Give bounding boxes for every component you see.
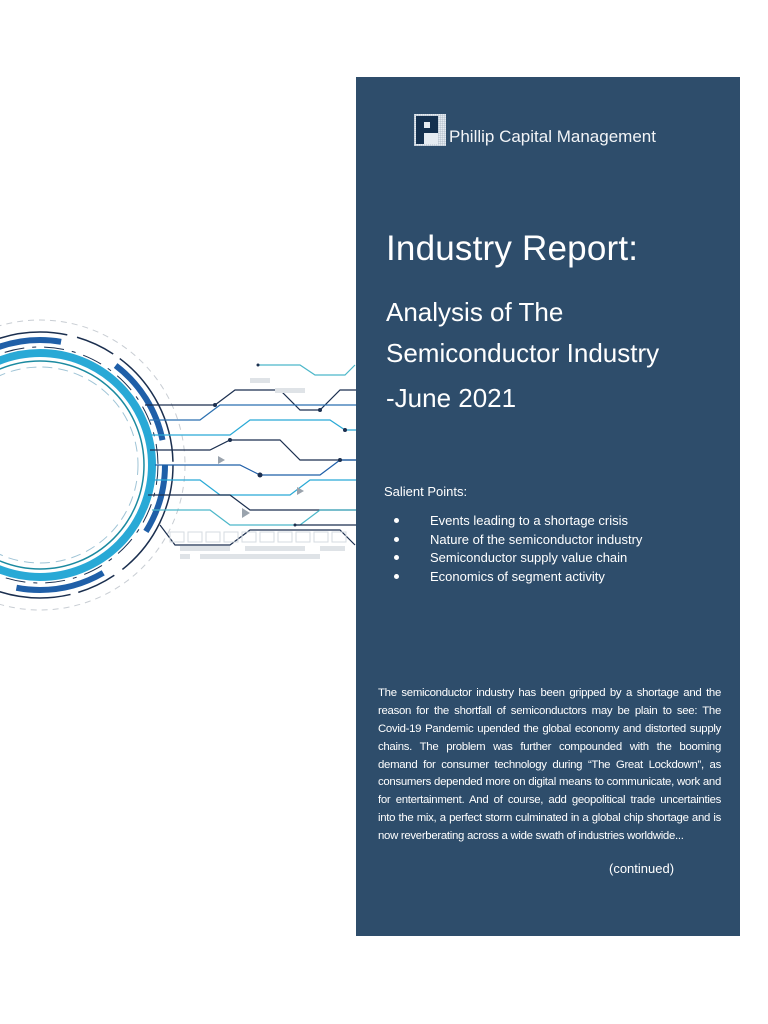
- salient-points-list: Events leading to a shortage crisis Natu…: [394, 511, 642, 586]
- subtitle-line: Analysis of The: [386, 297, 564, 327]
- bullet-icon: [394, 555, 399, 561]
- subtitle-line: Semiconductor Industry: [386, 338, 660, 368]
- list-item-text: Events leading to a shortage crisis: [430, 512, 628, 528]
- phillip-p-logo-icon: [414, 114, 446, 146]
- list-item: Semiconductor supply value chain: [394, 548, 642, 567]
- cover-panel: Phillip Capital Management Industry Repo…: [356, 77, 740, 936]
- list-item-text: Nature of the semiconductor industry: [430, 531, 643, 547]
- report-subtitle: Analysis of The Semiconductor Industry: [386, 292, 659, 374]
- circuit-illustration-icon: [0, 319, 360, 611]
- list-item: Events leading to a shortage crisis: [394, 511, 642, 530]
- company-name: Phillip Capital Management: [449, 127, 656, 146]
- bullet-icon: [394, 517, 399, 523]
- list-item: Nature of the semiconductor industry: [394, 530, 642, 549]
- list-item-text: Semiconductor supply value chain: [430, 550, 628, 566]
- summary-paragraph: The semiconductor industry has been grip…: [378, 687, 721, 842]
- circuit-ring-artwork: [0, 310, 360, 630]
- salient-points-label: Salient Points:: [384, 484, 468, 499]
- company-logo: Phillip Capital Management: [414, 114, 656, 146]
- bullet-icon: [394, 573, 399, 579]
- list-item-text: Economics of segment activity: [430, 568, 605, 584]
- list-item: Economics of segment activity: [394, 567, 642, 586]
- report-title: Industry Report:: [386, 229, 639, 268]
- bullet-icon: [394, 536, 399, 542]
- report-date: -June 2021: [386, 383, 517, 413]
- continued-label: (continued): [609, 861, 675, 876]
